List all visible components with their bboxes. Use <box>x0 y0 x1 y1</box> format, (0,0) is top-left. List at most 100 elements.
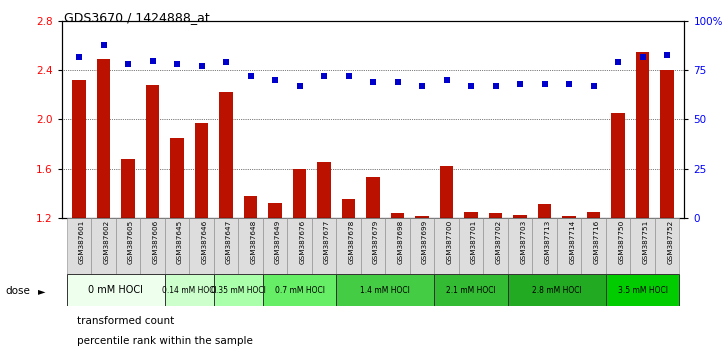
Bar <box>557 218 582 274</box>
Point <box>392 79 403 85</box>
Bar <box>361 218 385 274</box>
Text: 0.14 mM HOCl: 0.14 mM HOCl <box>162 286 217 295</box>
Bar <box>269 203 282 218</box>
Bar <box>244 196 257 218</box>
Bar <box>263 218 288 274</box>
Bar <box>483 218 508 274</box>
Bar <box>219 92 233 218</box>
Text: GSM387716: GSM387716 <box>593 220 600 264</box>
Bar <box>606 274 679 306</box>
Text: GSM387751: GSM387751 <box>643 220 649 264</box>
Bar <box>655 218 679 274</box>
Text: GSM387699: GSM387699 <box>422 220 428 264</box>
Text: GSM387606: GSM387606 <box>153 220 159 264</box>
Point <box>221 60 232 65</box>
Bar <box>660 70 674 218</box>
Text: GSM387602: GSM387602 <box>103 220 109 264</box>
Point <box>147 58 159 63</box>
Point <box>269 77 281 83</box>
Point <box>367 79 379 85</box>
Text: 0 mM HOCl: 0 mM HOCl <box>88 285 143 295</box>
Text: 3.5 mM HOCl: 3.5 mM HOCl <box>617 286 668 295</box>
Bar <box>312 218 336 274</box>
Bar <box>435 218 459 274</box>
Point <box>318 73 330 79</box>
Point <box>490 83 502 89</box>
Point <box>587 83 599 89</box>
Bar <box>464 212 478 218</box>
Text: GSM387752: GSM387752 <box>667 220 673 264</box>
Bar <box>563 217 576 218</box>
Text: 0.7 mM HOCl: 0.7 mM HOCl <box>274 286 325 295</box>
Bar <box>116 218 141 274</box>
Point <box>245 73 256 79</box>
Bar <box>72 80 86 218</box>
Bar <box>170 138 183 218</box>
Bar <box>293 169 306 218</box>
Bar <box>582 218 606 274</box>
Point <box>612 60 624 65</box>
Bar <box>189 218 214 274</box>
Bar <box>489 213 502 218</box>
Bar <box>538 204 551 218</box>
Bar <box>532 218 557 274</box>
Point <box>171 62 183 67</box>
Bar <box>336 218 361 274</box>
Bar <box>587 212 601 218</box>
Bar <box>214 218 238 274</box>
Text: GSM387601: GSM387601 <box>79 220 85 264</box>
Bar <box>195 123 208 218</box>
Bar <box>165 218 189 274</box>
Bar <box>459 218 483 274</box>
Text: dose: dose <box>6 286 31 296</box>
Bar <box>67 218 91 274</box>
Bar <box>238 218 263 274</box>
Bar <box>214 274 263 306</box>
Text: GSM387649: GSM387649 <box>275 220 281 264</box>
Text: GSM387646: GSM387646 <box>202 220 207 264</box>
Text: GDS3670 / 1424888_at: GDS3670 / 1424888_at <box>64 11 210 24</box>
Bar <box>435 274 508 306</box>
Text: GSM387605: GSM387605 <box>128 220 134 264</box>
Bar <box>440 166 454 218</box>
Text: GSM387676: GSM387676 <box>300 220 306 264</box>
Bar <box>636 52 649 218</box>
Point <box>440 77 452 83</box>
Bar <box>288 218 312 274</box>
Bar <box>122 159 135 218</box>
Bar <box>606 218 630 274</box>
Point <box>637 54 649 59</box>
Point <box>661 52 673 57</box>
Text: GSM387701: GSM387701 <box>471 220 477 264</box>
Bar <box>366 177 380 218</box>
Bar <box>97 59 110 218</box>
Text: GSM387703: GSM387703 <box>520 220 526 264</box>
Text: GSM387702: GSM387702 <box>496 220 502 264</box>
Text: GSM387679: GSM387679 <box>373 220 379 264</box>
Point <box>74 54 85 59</box>
Point <box>539 81 550 87</box>
Bar <box>416 217 429 218</box>
Text: GSM387645: GSM387645 <box>177 220 183 264</box>
Bar <box>612 113 625 218</box>
Text: 2.1 mM HOCl: 2.1 mM HOCl <box>446 286 496 295</box>
Point <box>514 81 526 87</box>
Text: GSM387700: GSM387700 <box>446 220 453 264</box>
Bar <box>342 199 355 218</box>
Bar <box>146 85 159 218</box>
Point <box>465 83 477 89</box>
Text: GSM387713: GSM387713 <box>545 220 550 264</box>
Bar <box>513 215 527 218</box>
Text: GSM387698: GSM387698 <box>397 220 403 264</box>
Bar <box>263 274 336 306</box>
Text: ►: ► <box>38 286 45 296</box>
Bar <box>508 274 606 306</box>
Point <box>294 83 306 89</box>
Bar <box>317 162 331 218</box>
Text: GSM387648: GSM387648 <box>250 220 256 264</box>
Text: GSM387678: GSM387678 <box>349 220 355 264</box>
Text: 2.8 mM HOCl: 2.8 mM HOCl <box>532 286 582 295</box>
Point <box>122 62 134 67</box>
Point <box>416 83 428 89</box>
Bar <box>165 274 214 306</box>
